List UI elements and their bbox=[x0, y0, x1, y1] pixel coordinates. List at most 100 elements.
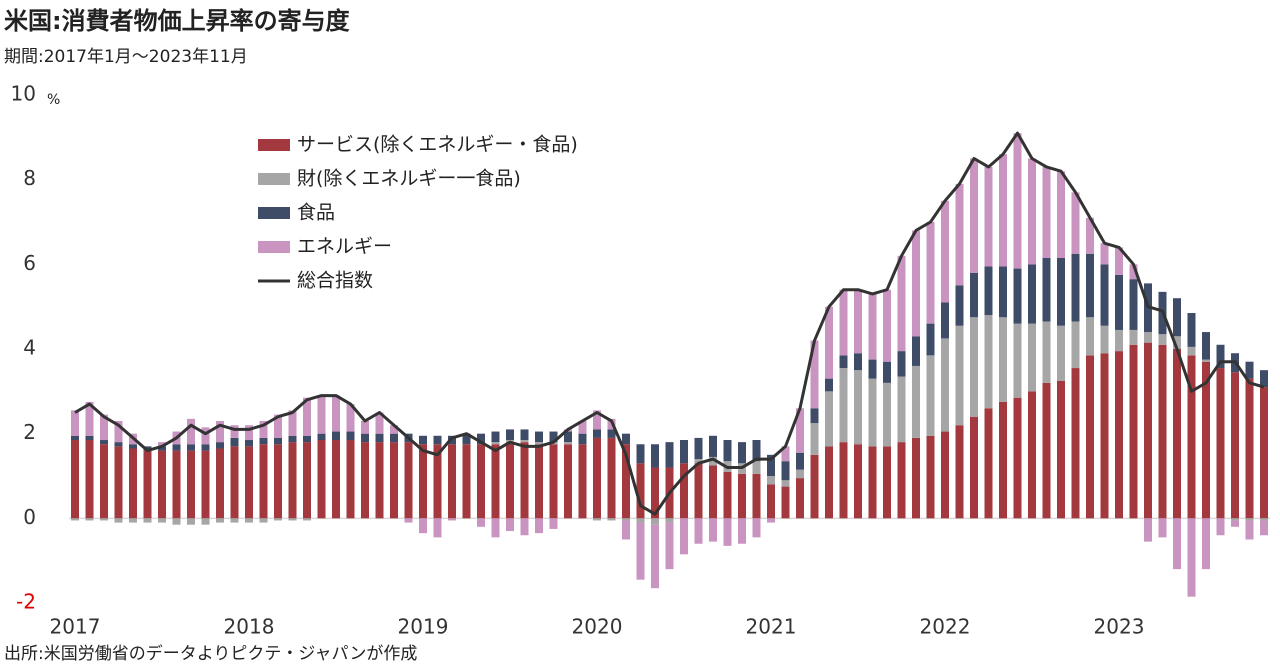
bar-segment bbox=[622, 520, 630, 540]
bar-segment bbox=[506, 518, 514, 532]
bar-segment bbox=[1187, 346, 1196, 356]
bar-segment bbox=[433, 518, 442, 538]
bar-segment bbox=[274, 444, 282, 519]
bar-segment bbox=[259, 420, 268, 438]
bar-segment bbox=[970, 317, 978, 417]
bar-segment bbox=[361, 433, 369, 443]
bar-segment bbox=[883, 361, 891, 383]
bar-segment bbox=[230, 446, 239, 519]
x-tick-label: 2023 bbox=[1094, 615, 1145, 639]
bar-segment bbox=[1245, 520, 1254, 540]
bar-segment bbox=[1115, 274, 1123, 330]
bar-segment bbox=[622, 444, 630, 519]
bar-segment bbox=[578, 433, 587, 445]
bar-segment bbox=[172, 518, 181, 525]
bar-segment bbox=[1028, 158, 1036, 265]
legend-swatch bbox=[258, 207, 290, 219]
bar-segment bbox=[883, 289, 891, 362]
bar-segment bbox=[129, 444, 137, 449]
bar-segment bbox=[752, 461, 761, 474]
bar-segment bbox=[1260, 518, 1268, 521]
bar-segment bbox=[535, 444, 543, 519]
bar-segment bbox=[868, 359, 877, 379]
bar-segment bbox=[1202, 332, 1210, 360]
bar-segment bbox=[709, 435, 717, 457]
bar-segment bbox=[796, 478, 804, 519]
bar-segment bbox=[1144, 518, 1152, 542]
bar-segment bbox=[912, 230, 920, 337]
bar-segment bbox=[984, 266, 993, 316]
x-tick-label: 2022 bbox=[920, 615, 971, 639]
bar-segment bbox=[317, 433, 326, 441]
bar-segment bbox=[1028, 391, 1036, 519]
bar-segment bbox=[883, 382, 891, 447]
bar-segment bbox=[1042, 257, 1051, 322]
bar-segment bbox=[1100, 353, 1109, 519]
bar-segment bbox=[1187, 355, 1196, 519]
bar-segment bbox=[680, 518, 688, 555]
bar-segment bbox=[897, 442, 906, 519]
bar-segment bbox=[636, 522, 645, 580]
bar-segment bbox=[1028, 323, 1036, 392]
bar-segment bbox=[636, 444, 645, 464]
bar-segment bbox=[129, 448, 137, 519]
bar-segment bbox=[375, 442, 384, 519]
bar-segment bbox=[1013, 133, 1022, 269]
bar-segment bbox=[810, 340, 819, 409]
bar-segment bbox=[201, 450, 210, 519]
bar-segment bbox=[230, 518, 239, 523]
bar-segment bbox=[1144, 342, 1152, 519]
bar-segment bbox=[1260, 520, 1268, 536]
bar-segment bbox=[607, 437, 616, 519]
bar-segment bbox=[216, 518, 224, 523]
bar-segment bbox=[767, 518, 775, 523]
bar-segment bbox=[201, 427, 210, 445]
bar-segment bbox=[651, 444, 659, 468]
bar-segment bbox=[491, 442, 500, 445]
bar-segment bbox=[897, 255, 906, 352]
bar-segment bbox=[1245, 378, 1254, 519]
bar-segment bbox=[1028, 264, 1036, 324]
bar-segment bbox=[578, 420, 587, 434]
bar-segment bbox=[868, 378, 877, 447]
bar-segment bbox=[303, 518, 311, 521]
bar-segment bbox=[593, 518, 601, 521]
bar-segment bbox=[825, 306, 833, 379]
bar-segment bbox=[288, 435, 297, 443]
bar-segment bbox=[404, 442, 413, 519]
bar-segment bbox=[477, 444, 485, 519]
bar-segment bbox=[1202, 359, 1210, 362]
bar-segment bbox=[259, 518, 268, 523]
bar-segment bbox=[564, 444, 572, 519]
bar-segment bbox=[1071, 368, 1080, 519]
bar-segment bbox=[491, 518, 500, 538]
bar-segment bbox=[1158, 344, 1167, 519]
bar-segment bbox=[1129, 329, 1138, 345]
x-tick-label: 2018 bbox=[224, 615, 275, 639]
y-tick-label: 2 bbox=[23, 420, 36, 444]
bar-segment bbox=[346, 440, 355, 519]
bar-segment bbox=[738, 473, 746, 519]
bar-segment bbox=[665, 522, 674, 570]
bar-segment bbox=[448, 444, 456, 519]
y-tick-label: -2 bbox=[16, 590, 36, 614]
bar-segment bbox=[1144, 332, 1152, 343]
bar-segment bbox=[1187, 518, 1196, 597]
bar-segment bbox=[114, 420, 123, 443]
bar-segment bbox=[926, 355, 935, 436]
bar-segment bbox=[390, 442, 398, 519]
bar-segment bbox=[114, 446, 123, 519]
bar-segment bbox=[622, 518, 630, 521]
bar-segment bbox=[172, 444, 181, 451]
bar-segment bbox=[1173, 298, 1181, 337]
bar-segment bbox=[723, 471, 732, 519]
bar-segment bbox=[506, 442, 514, 519]
bar-segment bbox=[433, 444, 442, 519]
bar-segment bbox=[868, 446, 877, 519]
bar-segment bbox=[810, 408, 819, 424]
bar-segment bbox=[781, 480, 790, 487]
bar-segment bbox=[723, 518, 732, 546]
bar-segment bbox=[955, 425, 964, 519]
bar-segment bbox=[1042, 382, 1051, 519]
bar-segment bbox=[375, 433, 384, 443]
